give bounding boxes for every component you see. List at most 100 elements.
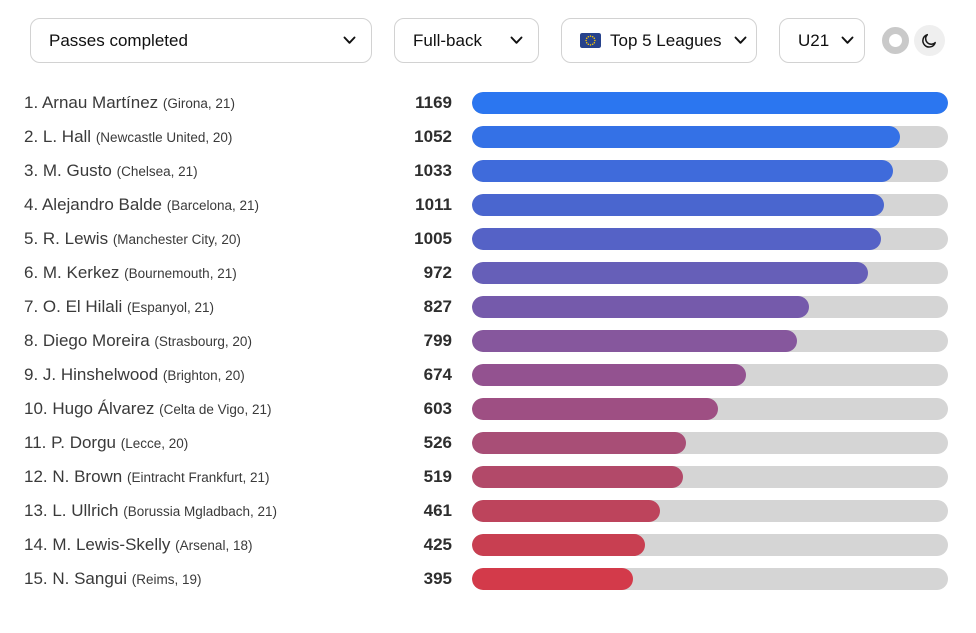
position-select[interactable]: Full-back <box>394 18 539 63</box>
bar-value: 1005 <box>414 229 452 248</box>
bar-track <box>472 398 948 420</box>
player-label-name: 13. L. Ullrich <box>24 501 124 520</box>
player-label-name: 15. N. Sangui <box>24 569 132 588</box>
player-row: 12. N. Brown (Eintracht Frankfurt, 21) 5… <box>24 460 948 494</box>
player-row: 11. P. Dorgu (Lecce, 20) 526 <box>24 426 948 460</box>
player-row: 5. R. Lewis (Manchester City, 20) 1005 <box>24 222 948 256</box>
player-row: 10. Hugo Álvarez (Celta de Vigo, 21) 603 <box>24 392 948 426</box>
stat-select[interactable]: Passes completed <box>30 18 372 63</box>
eu-flag-icon <box>580 33 601 48</box>
player-label-club: (Bournemouth, 21) <box>124 266 237 281</box>
player-label-name: 11. P. Dorgu <box>24 433 121 452</box>
player-label-club: (Borussia Mgladbach, 21) <box>123 504 278 519</box>
player-label: 8. Diego Moreira (Strasbourg, 20) <box>24 331 396 351</box>
theme-dark-button[interactable] <box>914 25 945 56</box>
player-label: 7. O. El Hilali (Espanyol, 21) <box>24 297 396 317</box>
bar-fill <box>472 500 660 522</box>
player-label: 11. P. Dorgu (Lecce, 20) <box>24 433 396 453</box>
league-select-value: Top 5 Leagues <box>610 30 722 50</box>
age-select[interactable]: U21 <box>779 18 865 63</box>
player-row: 7. O. El Hilali (Espanyol, 21) 827 <box>24 290 948 324</box>
bar-fill <box>472 466 684 488</box>
league-select[interactable]: Top 5 Leagues <box>561 18 757 63</box>
player-label: 13. L. Ullrich (Borussia Mgladbach, 21) <box>24 501 396 521</box>
bar-track <box>472 160 948 182</box>
player-label: 6. M. Kerkez (Bournemouth, 21) <box>24 263 396 283</box>
bar-value: 799 <box>423 331 452 350</box>
player-label-club: (Strasbourg, 20) <box>154 334 252 349</box>
bar-value: 519 <box>423 467 452 486</box>
bar-track <box>472 228 948 250</box>
moon-icon <box>914 25 945 56</box>
player-label-name: 6. M. Kerkez <box>24 263 125 282</box>
chevron-down-icon <box>510 36 523 44</box>
bar-track <box>472 432 948 454</box>
player-row: 6. M. Kerkez (Bournemouth, 21) 972 <box>24 256 948 290</box>
bar-chart: 1. Arnau Martínez (Girona, 21) 1169 2. L… <box>0 86 976 596</box>
bar-track <box>472 262 948 284</box>
bar-track <box>472 330 948 352</box>
player-row: 9. J. Hinshelwood (Brighton, 20) 674 <box>24 358 948 392</box>
filter-bar: Passes completed Full-back Top <box>0 0 976 63</box>
player-label: 12. N. Brown (Eintracht Frankfurt, 21) <box>24 467 396 487</box>
player-label-club: (Espanyol, 21) <box>126 300 215 315</box>
bar-fill <box>472 262 868 284</box>
bar-value: 1052 <box>414 127 452 146</box>
bar-fill <box>472 330 798 352</box>
bar-fill <box>472 126 901 148</box>
player-row: 2. L. Hall (Newcastle United, 20) 1052 <box>24 120 948 154</box>
player-row: 8. Diego Moreira (Strasbourg, 20) 799 <box>24 324 948 358</box>
player-label-club: (Arsenal, 18) <box>175 538 253 553</box>
chevron-down-icon <box>343 36 356 44</box>
player-row: 13. L. Ullrich (Borussia Mgladbach, 21) … <box>24 494 948 528</box>
bar-track <box>472 500 948 522</box>
player-label-name: 2. L. Hall <box>24 127 96 146</box>
bar-fill <box>472 432 687 454</box>
player-label: 5. R. Lewis (Manchester City, 20) <box>24 229 396 249</box>
player-label-name: 4. Alejandro Balde <box>24 195 167 214</box>
bar-track <box>472 534 948 556</box>
player-label: 1. Arnau Martínez (Girona, 21) <box>24 93 396 113</box>
bar-track <box>472 466 948 488</box>
player-label-name: 3. M. Gusto <box>24 161 117 180</box>
age-select-value: U21 <box>798 30 830 50</box>
player-row: 14. M. Lewis-Skelly (Arsenal, 18) 425 <box>24 528 948 562</box>
bar-track <box>472 364 948 386</box>
bar-fill <box>472 296 809 318</box>
bar-value: 425 <box>423 535 452 554</box>
bar-track <box>472 126 948 148</box>
player-label-club: (Celta de Vigo, 21) <box>159 402 272 417</box>
bar-value: 1169 <box>415 93 452 112</box>
bar-track <box>472 296 948 318</box>
player-label-name: 9. J. Hinshelwood <box>24 365 163 384</box>
player-label: 2. L. Hall (Newcastle United, 20) <box>24 127 396 147</box>
player-label: 3. M. Gusto (Chelsea, 21) <box>24 161 396 181</box>
bar-fill <box>472 534 646 556</box>
light-mode-icon <box>882 27 909 54</box>
player-label-name: 12. N. Brown <box>24 467 127 486</box>
bar-fill <box>472 364 747 386</box>
player-label: 4. Alejandro Balde (Barcelona, 21) <box>24 195 396 215</box>
player-label-name: 10. Hugo Álvarez <box>24 399 160 418</box>
player-row: 4. Alejandro Balde (Barcelona, 21) 1011 <box>24 188 948 222</box>
theme-toggle <box>882 25 945 56</box>
player-label-club: (Barcelona, 21) <box>166 198 260 213</box>
bar-value: 1011 <box>415 195 452 214</box>
bar-track <box>472 92 948 114</box>
player-label-club: (Reims, 19) <box>131 572 202 587</box>
player-label-name: 8. Diego Moreira <box>24 331 155 350</box>
bar-value: 395 <box>423 569 452 588</box>
player-label-name: 14. M. Lewis-Skelly <box>24 535 176 554</box>
player-label-club: (Newcastle United, 20) <box>95 130 233 145</box>
player-row: 1. Arnau Martínez (Girona, 21) 1169 <box>24 86 948 120</box>
theme-light-button[interactable] <box>882 27 909 54</box>
chevron-down-icon <box>734 36 746 44</box>
bar-value: 674 <box>423 365 452 384</box>
position-select-value: Full-back <box>413 30 482 50</box>
bar-value: 526 <box>423 433 452 452</box>
bar-value: 827 <box>423 297 452 316</box>
player-label-club: (Manchester City, 20) <box>112 232 241 247</box>
bar-value: 1033 <box>414 161 452 180</box>
bar-fill <box>472 92 948 114</box>
bar-track <box>472 568 948 590</box>
